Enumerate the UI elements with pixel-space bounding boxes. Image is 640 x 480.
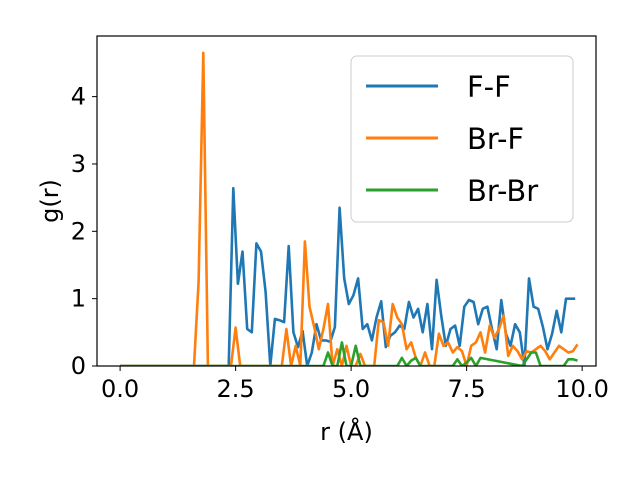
y-axis-label: g(r)	[36, 179, 64, 223]
legend-label: Br-Br	[467, 174, 538, 208]
legend-box	[350, 55, 574, 223]
y-axis-ticks: 0 1 2 3 4	[71, 83, 97, 380]
series-line-0	[120, 186, 576, 366]
x-axis-label: r (Å)	[320, 417, 373, 446]
axes-frame	[96, 35, 597, 367]
legend-label: Br-F	[467, 122, 524, 156]
x-axis-ticks: 0.0 2.5 5.0 7.5 10.0	[101, 366, 609, 403]
x-tick-label: 2.5	[217, 375, 255, 403]
x-tick-label: 0.0	[101, 375, 139, 403]
y-tick-label: 0	[71, 352, 86, 380]
y-tick-label: 3	[71, 150, 86, 178]
y-tick-label: 2	[71, 217, 86, 245]
y-tick-label: 1	[71, 285, 86, 313]
legend-label: F-F	[467, 70, 511, 104]
series-line-2	[120, 341, 578, 366]
x-tick-label: 7.5	[448, 375, 486, 403]
y-tick-label: 4	[71, 83, 86, 111]
plot-area	[120, 51, 579, 366]
series-line-1	[120, 51, 579, 366]
x-tick-label: 10.0	[555, 375, 608, 403]
legend: F-F Br-F Br-Br	[350, 55, 574, 223]
x-tick-label: 5.0	[332, 375, 370, 403]
